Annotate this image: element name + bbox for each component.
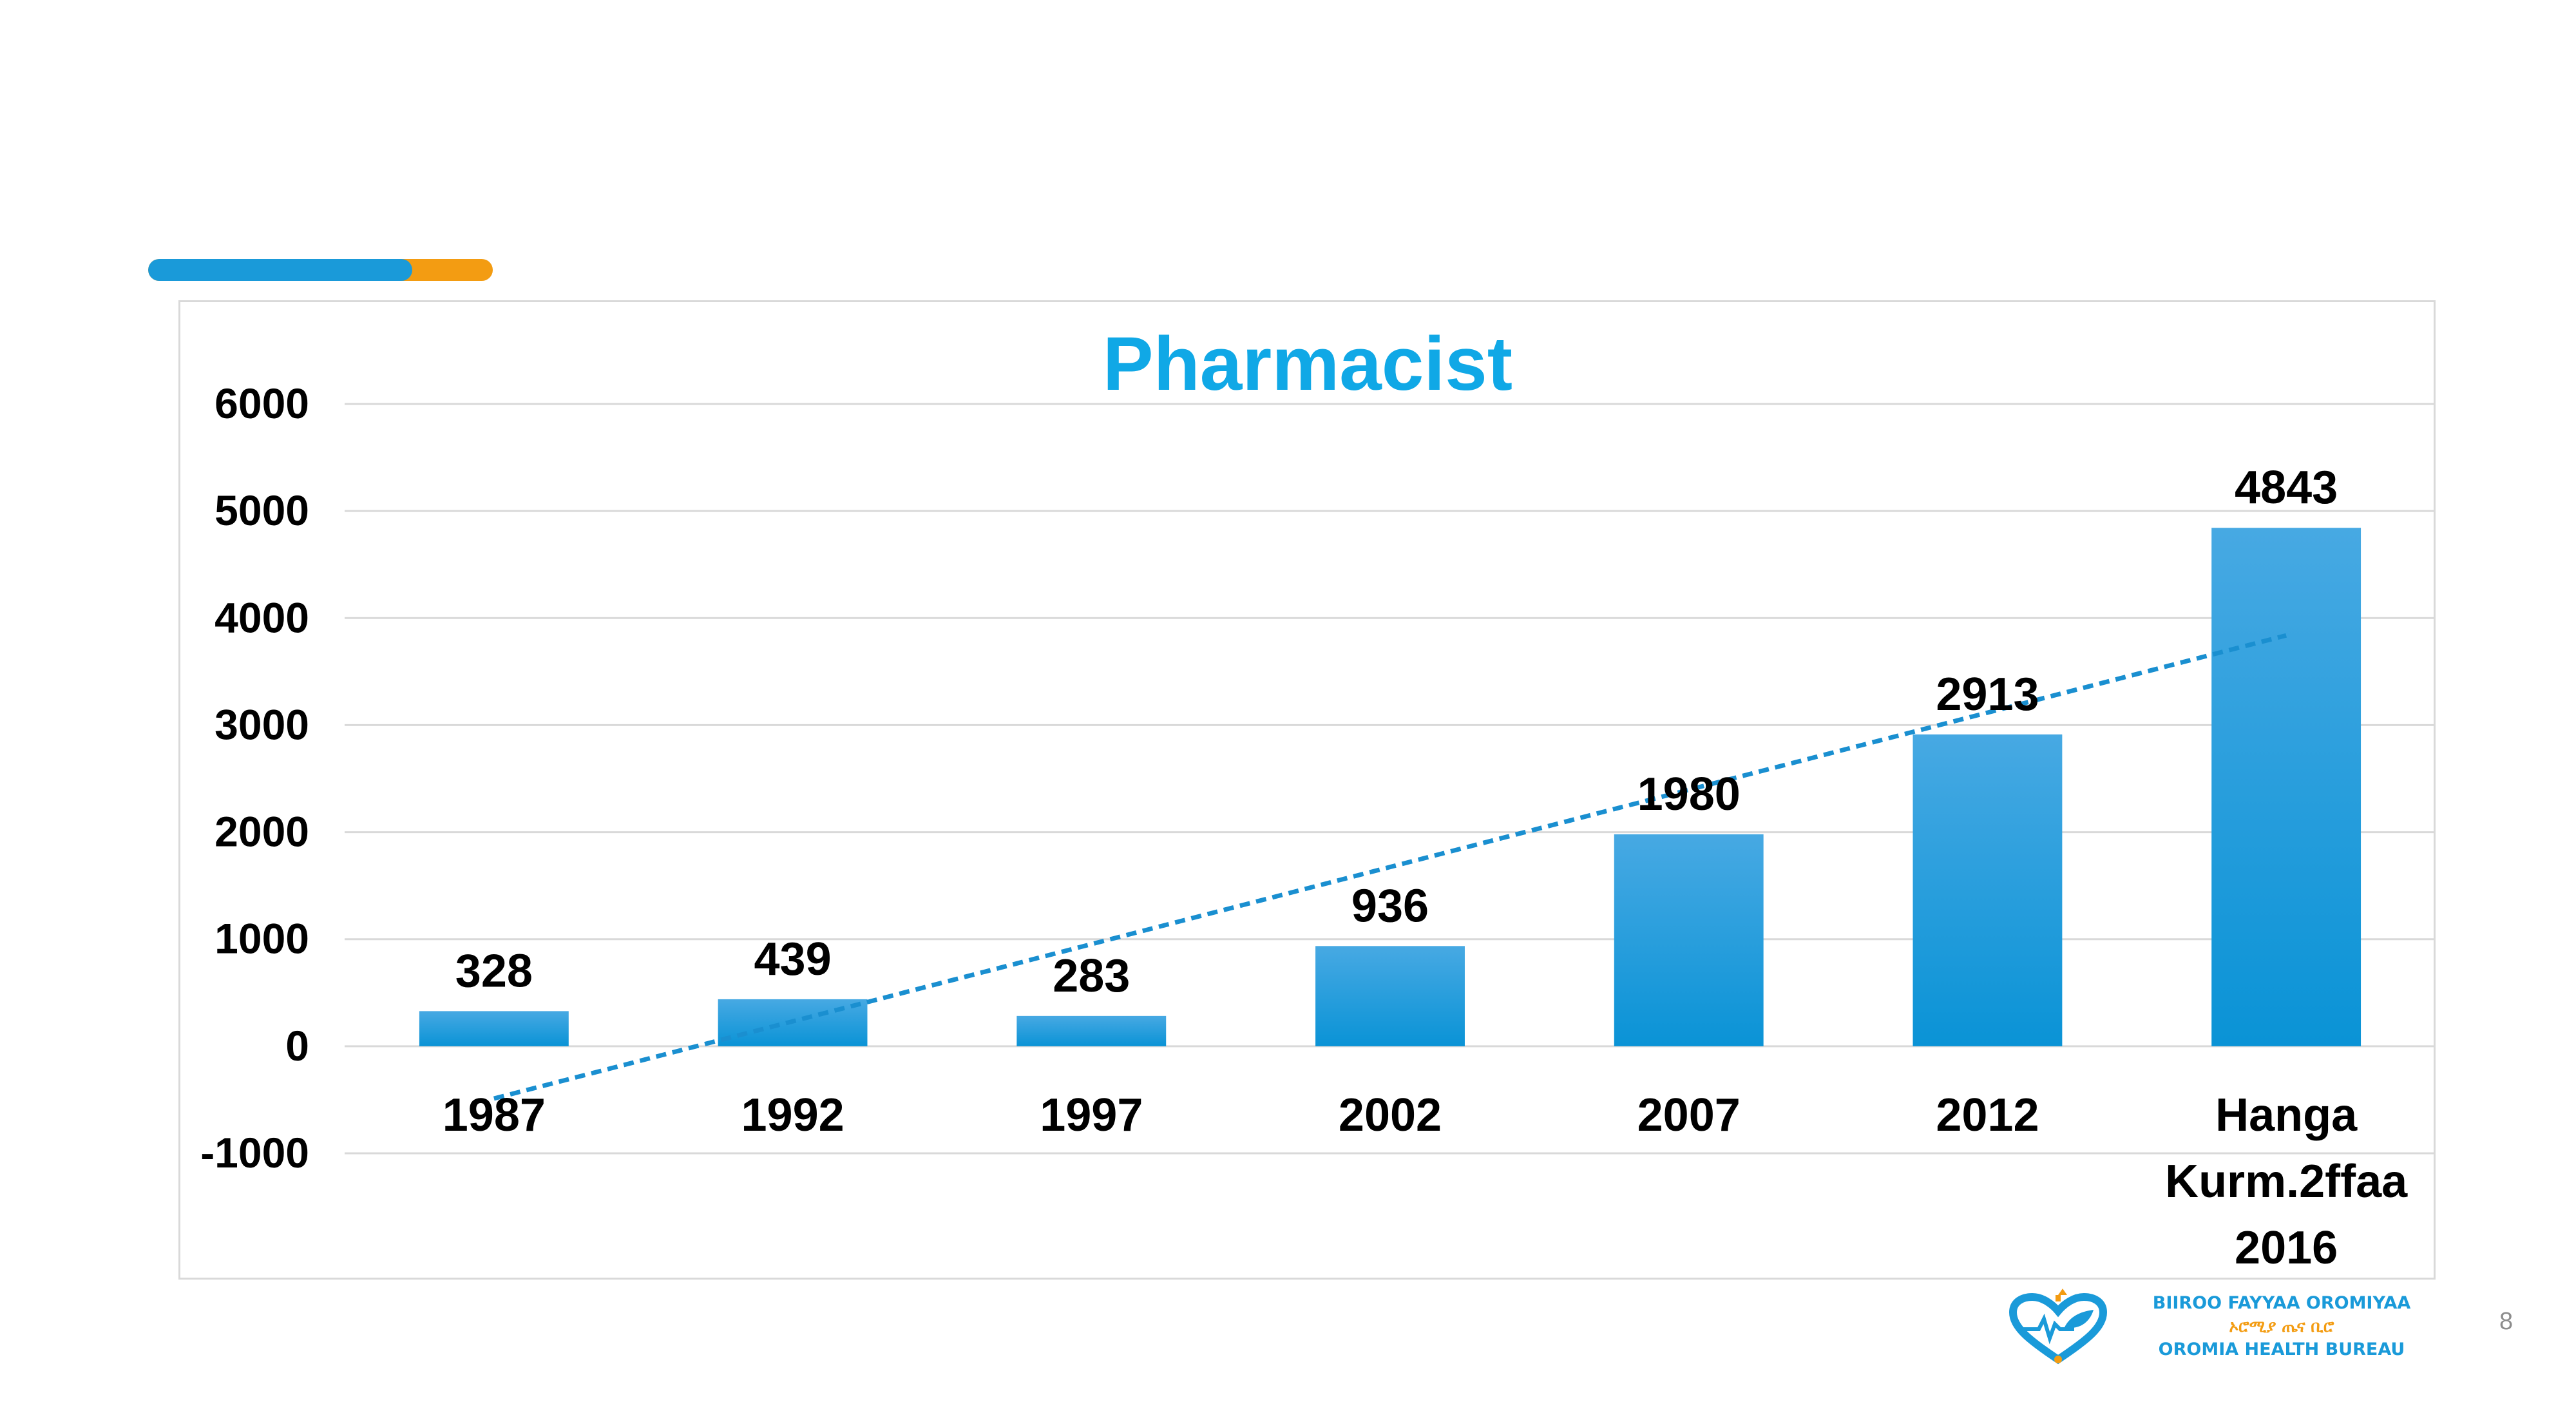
data-label: 283 [1053,950,1130,1002]
bar [2211,528,2361,1046]
accent-bar-blue-segment [148,259,412,281]
bar [419,1011,569,1046]
x-tick-label-line: 2007 [1637,1089,1741,1141]
x-tick-label: 1987 [443,1089,546,1141]
trendline [493,633,2287,1101]
x-tick-label: Hanga Kurm.2ffaa 2016 [2165,1089,2408,1274]
x-tick-label: 2002 [1339,1089,1442,1141]
y-tick-label: 5000 [215,486,309,534]
y-tick-label: 2000 [215,808,309,856]
x-tick-label-line: 1997 [1040,1089,1143,1141]
x-tick-label: 2012 [1936,1089,2039,1141]
x-tick-label: 1997 [1040,1089,1143,1141]
data-label: 439 [754,934,832,985]
y-tick-label: 1000 [215,915,309,963]
y-tick-label: 4000 [215,593,309,641]
x-tick-label-line: 2002 [1339,1089,1442,1141]
oromia-health-bureau-logo: BIIROO FAYYAA OROMIYAA ኦሮሚያ ጤና ቢሮ OROMIA… [2003,1279,2454,1366]
data-label: 936 [1351,880,1429,932]
x-tick-label: 1992 [741,1089,844,1141]
bar [1614,834,1764,1046]
logo-line-2: ኦሮሚያ ጤና ቢሮ [2229,1317,2334,1336]
x-tick-label-line: 1992 [741,1089,844,1141]
heart-leaf-logo-icon [2008,1289,2108,1365]
y-tick-label: 6000 [215,379,309,427]
logo-line-1: BIIROO FAYYAA OROMIYAA [2152,1293,2411,1313]
trendline-line [493,633,2287,1101]
data-label: 328 [455,945,533,997]
data-labels: 328 439 283 936 1980 2913 4843 [455,462,2338,1002]
chart-title: Pharmacist [1103,322,1512,407]
logo-text: BIIROO FAYYAA OROMIYAA ኦሮሚያ ጤና ቢሮ OROMIA… [2114,1292,2449,1361]
x-tick-label: 2007 [1637,1089,1741,1141]
bar [1016,1015,1167,1046]
y-tick-label: 0 [285,1022,309,1070]
bar [1913,734,2063,1046]
y-tick-label: -1000 [200,1129,309,1176]
y-axis-tick-labels: 6000 5000 4000 3000 2000 1000 0 -1000 [200,379,309,1176]
data-label: 1980 [1637,769,1741,820]
x-tick-label-line: Hanga [2215,1089,2358,1141]
data-label: 2913 [1936,669,2039,720]
bar [1315,946,1465,1046]
x-tick-label-line: 2012 [1936,1089,2039,1141]
page-number: 8 [2499,1308,2514,1335]
x-tick-label-line: 1987 [443,1089,546,1141]
x-tick-label-line: 2016 [2235,1222,2338,1274]
accent-bar [148,259,493,281]
y-tick-label: 3000 [215,700,309,748]
bars [419,528,2361,1046]
x-axis-tick-labels: 1987 1992 1997 2002 2007 2012 Hanga Kurm.2ffaa 2… [443,1089,2408,1274]
x-tick-label-line: Kurm.2ffaa [2165,1156,2408,1207]
logo-line-3: OROMIA HEALTH BUREAU [2158,1339,2405,1359]
data-label: 4843 [2235,462,2338,514]
